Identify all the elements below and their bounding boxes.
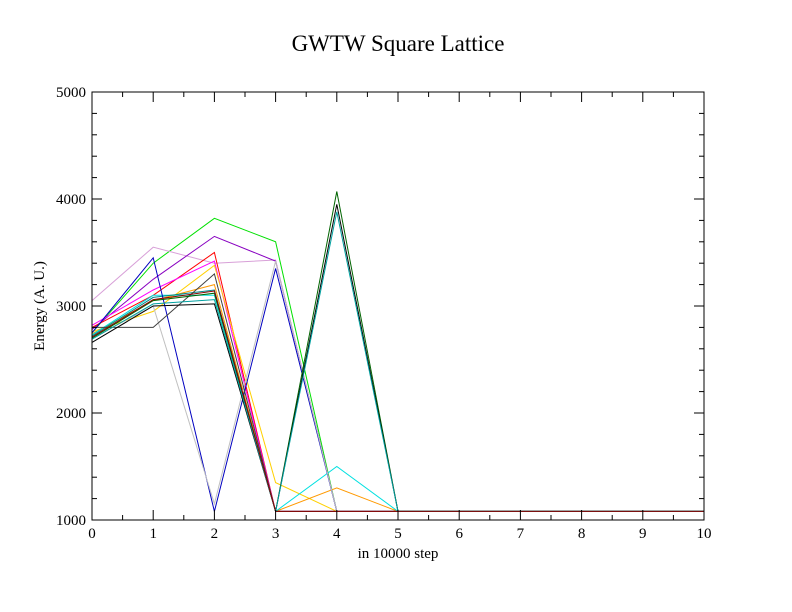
x-axis-label: in 10000 step [358, 546, 439, 562]
x-tick-label: 1 [149, 526, 157, 542]
y-tick-label: 4000 [56, 192, 86, 208]
y-axis-label: Energy (A. U.) [32, 261, 48, 351]
y-tick-label: 3000 [56, 299, 86, 315]
x-tick-label: 9 [639, 526, 647, 542]
tick-layer [91, 91, 705, 521]
x-tick-label: 6 [455, 526, 463, 542]
x-tick-label: 0 [88, 526, 96, 542]
y-tick-label: 5000 [56, 85, 86, 101]
tick-label-layer: 0 1 2 3 4 5 6 7 8 9 10 1000 2000 3000 4000 5000 [56, 85, 712, 542]
x-tick-label: 7 [517, 526, 525, 542]
x-tick-label: 3 [272, 526, 280, 542]
x-tick-label: 5 [394, 526, 402, 542]
chart-title: GWTW Square Lattice [292, 31, 505, 56]
x-tick-label: 8 [578, 526, 586, 542]
y-tick-label: 2000 [56, 406, 86, 422]
y-tick-label: 1000 [56, 513, 86, 529]
x-tick-label: 4 [333, 526, 341, 542]
x-tick-label: 10 [697, 526, 712, 542]
x-tick-label: 2 [211, 526, 219, 542]
